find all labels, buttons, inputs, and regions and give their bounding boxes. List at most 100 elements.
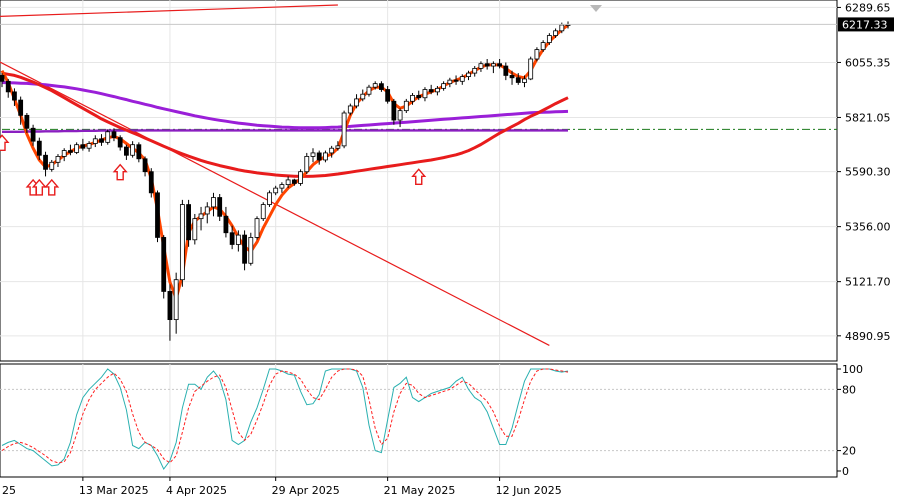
candle[interactable] bbox=[553, 28, 558, 38]
candle[interactable] bbox=[186, 199, 192, 247]
candle[interactable] bbox=[422, 87, 428, 102]
candle[interactable] bbox=[161, 235, 167, 299]
candle[interactable] bbox=[273, 185, 279, 196]
stochastic-main-line[interactable] bbox=[1, 368, 569, 470]
candle[interactable] bbox=[111, 128, 117, 142]
candle[interactable] bbox=[124, 144, 129, 160]
buy-arrow-icon[interactable] bbox=[31, 178, 47, 196]
candle[interactable] bbox=[49, 159, 55, 172]
candle[interactable] bbox=[173, 272, 179, 334]
candle[interactable] bbox=[434, 86, 440, 96]
candle[interactable] bbox=[5, 78, 11, 98]
candle[interactable] bbox=[410, 93, 415, 105]
candle[interactable] bbox=[260, 202, 266, 221]
candle[interactable] bbox=[335, 141, 341, 151]
candle[interactable] bbox=[92, 135, 98, 148]
candle[interactable] bbox=[68, 144, 73, 156]
candle[interactable] bbox=[497, 59, 503, 69]
candle[interactable] bbox=[490, 61, 496, 74]
candle[interactable] bbox=[279, 182, 285, 193]
candle[interactable] bbox=[459, 74, 465, 85]
candle[interactable] bbox=[291, 178, 297, 186]
candle[interactable] bbox=[341, 110, 347, 149]
candle[interactable] bbox=[466, 70, 471, 81]
candle[interactable] bbox=[534, 47, 540, 62]
buy-arrow-icon[interactable] bbox=[44, 178, 60, 196]
candle[interactable] bbox=[30, 124, 36, 146]
stochastic-signal-line[interactable] bbox=[1, 368, 569, 464]
candle[interactable] bbox=[80, 138, 86, 151]
candle[interactable] bbox=[229, 225, 235, 250]
candle[interactable] bbox=[55, 154, 61, 167]
candle[interactable] bbox=[304, 152, 310, 175]
candle[interactable] bbox=[347, 103, 353, 116]
candle[interactable] bbox=[24, 113, 30, 133]
candle[interactable] bbox=[43, 151, 48, 177]
candle[interactable] bbox=[298, 169, 303, 186]
candle[interactable] bbox=[397, 108, 403, 128]
candle[interactable] bbox=[136, 142, 142, 163]
candle[interactable] bbox=[179, 199, 185, 287]
candle[interactable] bbox=[167, 284, 173, 341]
candle[interactable] bbox=[211, 192, 216, 217]
candle[interactable] bbox=[12, 88, 17, 106]
candle[interactable] bbox=[447, 77, 453, 88]
candle[interactable] bbox=[540, 40, 546, 52]
candle[interactable] bbox=[192, 213, 198, 245]
candle[interactable] bbox=[142, 156, 148, 177]
candle[interactable] bbox=[329, 145, 335, 158]
candle[interactable] bbox=[86, 141, 92, 152]
candle[interactable] bbox=[235, 230, 241, 252]
candle[interactable] bbox=[360, 89, 366, 102]
candle[interactable] bbox=[217, 194, 223, 221]
candle[interactable] bbox=[379, 81, 384, 92]
candle[interactable] bbox=[441, 81, 447, 91]
medium-ma-line[interactable] bbox=[1, 71, 569, 178]
buy-arrow-icon[interactable] bbox=[0, 134, 10, 152]
candle[interactable] bbox=[267, 190, 272, 207]
candle[interactable] bbox=[242, 230, 247, 271]
candle[interactable] bbox=[354, 94, 359, 109]
candle[interactable] bbox=[385, 86, 391, 104]
candle[interactable] bbox=[99, 134, 104, 146]
candle[interactable] bbox=[428, 84, 434, 95]
candle[interactable] bbox=[522, 75, 527, 88]
scroll-marker-icon[interactable] bbox=[590, 5, 602, 12]
slow-ma-line[interactable] bbox=[1, 81, 569, 130]
candle[interactable] bbox=[509, 70, 515, 85]
candle[interactable] bbox=[254, 216, 260, 240]
candle[interactable] bbox=[18, 96, 24, 125]
candle[interactable] bbox=[391, 98, 397, 125]
trendline[interactable] bbox=[0, 4, 338, 17]
candle[interactable] bbox=[503, 62, 509, 81]
candle[interactable] bbox=[117, 135, 123, 151]
candle[interactable] bbox=[223, 206, 229, 238]
candle[interactable] bbox=[453, 75, 459, 85]
candle[interactable] bbox=[472, 66, 478, 77]
candle[interactable] bbox=[416, 90, 422, 101]
candle[interactable] bbox=[484, 59, 490, 70]
candle[interactable] bbox=[248, 232, 254, 266]
candle[interactable] bbox=[36, 137, 42, 160]
candle[interactable] bbox=[478, 61, 484, 72]
candle[interactable] bbox=[148, 168, 154, 198]
candle[interactable] bbox=[515, 73, 521, 85]
candle[interactable] bbox=[74, 142, 80, 155]
buy-arrow-icon[interactable] bbox=[411, 168, 427, 186]
candle[interactable] bbox=[198, 206, 204, 231]
candle[interactable] bbox=[105, 129, 111, 145]
candle[interactable] bbox=[316, 150, 322, 165]
candle[interactable] bbox=[546, 33, 552, 45]
candle[interactable] bbox=[323, 150, 328, 163]
candle[interactable] bbox=[310, 148, 316, 163]
flat-ma-line[interactable] bbox=[2, 129, 568, 134]
buy-arrow-icon[interactable] bbox=[112, 163, 128, 181]
candle[interactable] bbox=[372, 81, 378, 90]
candle[interactable] bbox=[204, 202, 210, 224]
candle[interactable] bbox=[0, 73, 5, 88]
candle[interactable] bbox=[366, 84, 372, 97]
candle[interactable] bbox=[528, 56, 534, 81]
candle[interactable] bbox=[285, 176, 291, 189]
candle[interactable] bbox=[61, 148, 67, 162]
candle[interactable] bbox=[130, 141, 136, 158]
